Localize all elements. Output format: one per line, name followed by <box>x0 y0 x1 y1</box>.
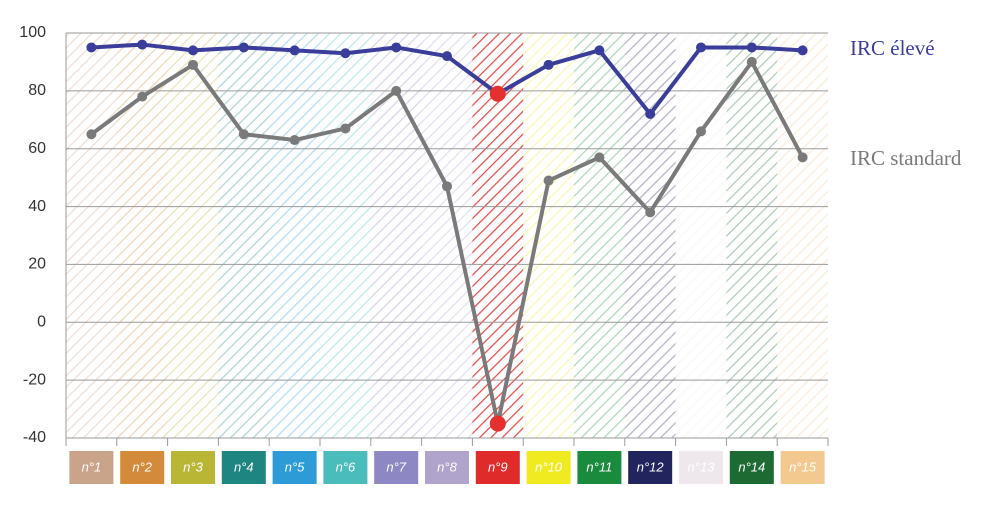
x-tick-label: n°12 <box>637 459 665 474</box>
point <box>137 91 148 102</box>
point <box>594 152 605 163</box>
point <box>594 45 605 56</box>
y-tick-label: 0 <box>37 314 46 331</box>
category-box <box>577 451 622 484</box>
point <box>797 45 808 56</box>
category-box <box>526 451 571 484</box>
point <box>86 42 97 53</box>
category-box <box>729 451 774 484</box>
category-box <box>679 451 723 484</box>
point <box>746 56 757 67</box>
point <box>645 207 656 218</box>
x-tick-label: n°5 <box>285 459 305 474</box>
category-box <box>425 451 469 484</box>
point <box>391 42 402 53</box>
highlight-point <box>489 415 506 432</box>
highlight-point <box>489 85 506 102</box>
category-box <box>120 451 165 484</box>
point <box>442 51 452 62</box>
hatch-column <box>370 33 422 438</box>
legend-label: IRC standard <box>850 146 962 170</box>
x-tick-label: n°14 <box>738 459 765 474</box>
x-tick-label: n°15 <box>789 459 817 474</box>
y-tick-label: 100 <box>19 24 46 41</box>
hatch-column <box>421 33 473 438</box>
point <box>340 48 351 59</box>
hatch-column <box>624 33 676 438</box>
point <box>137 39 148 50</box>
hatch-column <box>777 33 828 438</box>
point <box>238 129 249 140</box>
point <box>188 59 198 70</box>
hatch-column <box>218 33 270 438</box>
category-box <box>221 451 266 484</box>
x-tick-label: n°10 <box>535 459 563 474</box>
y-tick-label: -20 <box>23 371 46 388</box>
point <box>391 85 402 96</box>
x-tick-label: n°2 <box>132 459 152 474</box>
x-tick-label: n°9 <box>488 459 508 474</box>
point <box>543 175 554 186</box>
category-box <box>171 451 215 484</box>
x-tick-label: n°1 <box>82 459 102 474</box>
hatch-column <box>167 33 219 438</box>
y-tick-label: 80 <box>28 82 46 99</box>
y-tick-label: 40 <box>28 198 46 215</box>
x-tick-label: n°13 <box>688 459 716 474</box>
hatch-column <box>523 33 574 438</box>
x-tick-label: n°7 <box>386 459 406 474</box>
hatch-column <box>320 33 371 438</box>
hatch-column <box>675 33 727 438</box>
point <box>289 135 300 146</box>
point <box>238 42 249 53</box>
point <box>696 126 706 137</box>
point <box>746 42 757 53</box>
point <box>797 152 808 163</box>
category-box <box>780 451 825 484</box>
point <box>543 59 554 70</box>
category-box <box>69 451 114 484</box>
point <box>696 42 706 53</box>
legend-label: IRC élevé <box>850 36 935 60</box>
hatch-column <box>726 33 778 438</box>
x-tick-label: n°11 <box>586 459 612 474</box>
y-tick-label: 20 <box>28 256 46 273</box>
x-tick-label: n°4 <box>234 459 254 474</box>
hatch-column <box>66 33 117 438</box>
x-tick-label: n°6 <box>336 459 356 474</box>
category-box <box>272 451 317 484</box>
point <box>86 129 97 140</box>
point <box>340 123 351 134</box>
point <box>442 181 452 192</box>
point <box>188 45 198 56</box>
point <box>645 109 656 119</box>
hatch-column <box>574 33 625 438</box>
category-box <box>628 451 673 484</box>
y-tick-label: -40 <box>23 429 46 446</box>
category-box <box>374 451 419 484</box>
x-tick-label: n°8 <box>437 459 457 474</box>
category-box <box>475 451 520 484</box>
hatch-column <box>269 33 320 438</box>
y-tick-label: 60 <box>28 140 46 157</box>
point <box>289 45 300 56</box>
category-box <box>323 451 368 484</box>
x-tick-label: n°3 <box>183 459 203 474</box>
